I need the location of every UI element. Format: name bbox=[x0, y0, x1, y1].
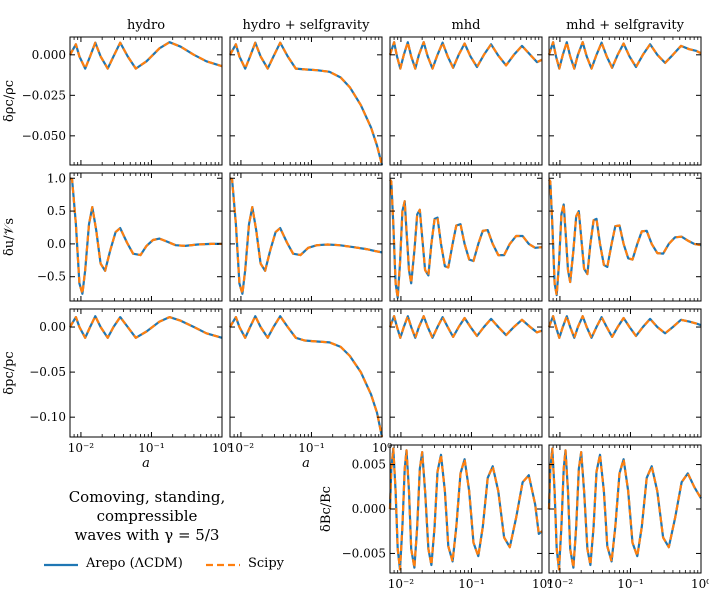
row-ylabel-0: δρc/ρc bbox=[2, 80, 17, 122]
ytick-label-r3c2-1: 0.000 bbox=[352, 502, 386, 516]
xtick-label-r2c1-1: 10⁻¹ bbox=[298, 441, 324, 455]
panel-frame-r0c0 bbox=[69, 36, 223, 166]
panel-frame-r2c3 bbox=[548, 308, 702, 438]
series-scipy-r1c3 bbox=[548, 178, 702, 297]
series-arepo-r3c3 bbox=[547, 447, 702, 571]
series-scipy-r0c3 bbox=[547, 41, 702, 70]
column-title-1: hydro + selfgravity bbox=[243, 18, 371, 33]
ytick-label-r2c0-2: −0.10 bbox=[29, 410, 66, 424]
xtick-label-r2c0-1: 10⁻¹ bbox=[138, 441, 164, 455]
series-arepo-r1c2 bbox=[389, 178, 543, 299]
row-ylabel-3: δBc/Bc bbox=[319, 486, 334, 532]
series-scipy-r0c1 bbox=[229, 41, 384, 166]
ytick-label-r0c0-1: −0.025 bbox=[22, 88, 66, 102]
series-scipy-r1c1 bbox=[229, 177, 383, 295]
series-scipy-r1c2 bbox=[389, 178, 543, 299]
panel-frame-r1c2 bbox=[389, 172, 543, 302]
ytick-label-r0c0-2: −0.050 bbox=[22, 129, 66, 143]
series-arepo-r1c1 bbox=[229, 177, 383, 295]
caption-line-1: Comoving, standing, compressible bbox=[68, 488, 226, 525]
panel-frame-r2c0 bbox=[69, 308, 223, 438]
column-title-2: mhd bbox=[451, 18, 480, 33]
xtick-label-r3c2-2: 10⁰ bbox=[532, 577, 552, 591]
legend-swatch-arepo bbox=[44, 563, 78, 567]
series-scipy-r3c3 bbox=[547, 447, 702, 571]
xtick-label-r3c3-2: 10⁰ bbox=[691, 577, 709, 591]
ytick-label-r2c0-0: 0.00 bbox=[39, 320, 66, 334]
series-scipy-r2c1 bbox=[229, 315, 384, 438]
ytick-label-r1c0-1: 0.5 bbox=[47, 204, 66, 218]
series-arepo-r1c0 bbox=[69, 177, 222, 295]
panel-frame-r2c2 bbox=[389, 308, 543, 438]
column-title-0: hydro bbox=[127, 18, 165, 33]
xtick-label-r3c3-1: 10⁻¹ bbox=[617, 577, 643, 591]
series-scipy-r0c2 bbox=[388, 41, 543, 70]
panel-frame-r1c1 bbox=[229, 172, 383, 302]
xtick-label-r3c2-1: 10⁻¹ bbox=[458, 577, 484, 591]
ytick-label-r3c2-0: 0.005 bbox=[352, 458, 386, 472]
series-arepo-r3c2 bbox=[388, 447, 543, 571]
xlabel-r2c1: a bbox=[302, 456, 310, 471]
ytick-label-r0c0-0: 0.000 bbox=[32, 48, 66, 62]
legend-label-arepo: Arepo (ΛCDM) bbox=[86, 556, 183, 571]
legend-swatch-scipy bbox=[206, 563, 240, 567]
ytick-label-r1c0-2: 0.0 bbox=[47, 237, 66, 251]
ytick-label-r1c0-3: −0.5 bbox=[37, 270, 66, 284]
ytick-label-r1c0-0: 1.0 bbox=[47, 171, 66, 185]
row-ylabel-2: δpc/pc bbox=[2, 351, 17, 394]
series-scipy-r2c3 bbox=[547, 315, 702, 339]
series-arepo-r0c0 bbox=[69, 41, 223, 70]
ytick-label-r3c2-2: −0.005 bbox=[342, 546, 386, 560]
column-title-3: mhd + selfgravity bbox=[566, 18, 685, 33]
xlabel-r2c0: a bbox=[142, 456, 150, 471]
caption-line-2: waves with γ = 5/3 bbox=[74, 526, 220, 544]
series-scipy-r3c2 bbox=[388, 447, 543, 571]
panel-frame-r0c2 bbox=[389, 36, 543, 166]
series-scipy-r1c0 bbox=[69, 177, 222, 295]
panel-frame-r2c1 bbox=[229, 308, 383, 438]
series-scipy-r0c0 bbox=[69, 41, 223, 70]
panel-frame-r0c1 bbox=[229, 36, 383, 166]
xtick-label-r2c1-0: 10⁻² bbox=[228, 441, 255, 455]
xtick-label-r2c1-2: 10⁰ bbox=[372, 441, 392, 455]
figure-caption: Comoving, standing, compressible waves w… bbox=[18, 488, 276, 545]
xtick-label-r2c0-0: 10⁻² bbox=[68, 441, 95, 455]
panel-frame-r0c3 bbox=[548, 36, 702, 166]
xtick-label-r3c2-0: 10⁻² bbox=[388, 577, 415, 591]
row-ylabel-1: δu/𝒱s bbox=[2, 218, 17, 256]
xtick-label-r2c0-2: 10⁰ bbox=[212, 441, 232, 455]
panel-frame-r1c3 bbox=[548, 172, 702, 302]
ytick-label-r2c0-1: −0.05 bbox=[29, 365, 66, 379]
series-scipy-r2c0 bbox=[69, 315, 223, 339]
panel-frame-r1c0 bbox=[69, 172, 223, 302]
legend-label-scipy: Scipy bbox=[248, 556, 285, 571]
xtick-label-r3c3-0: 10⁻² bbox=[547, 577, 574, 591]
series-arepo-r2c1 bbox=[229, 315, 384, 438]
series-scipy-r2c2 bbox=[388, 315, 543, 339]
